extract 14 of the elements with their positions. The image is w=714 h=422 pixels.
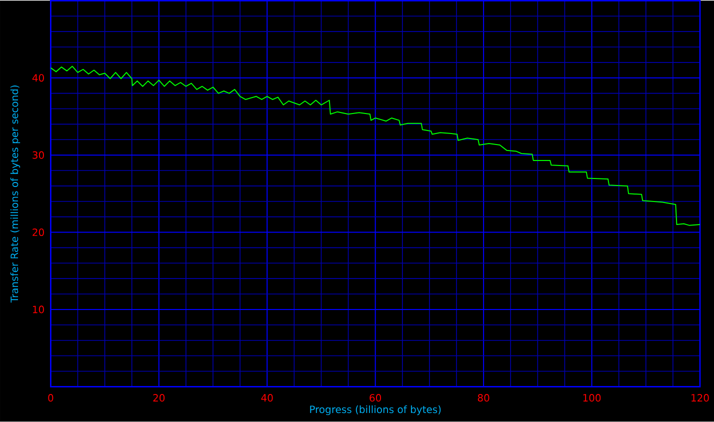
line-series (50, 66, 700, 226)
y-tick-label: 30 (32, 151, 44, 160)
x-tick-label: 0 (48, 394, 54, 402)
x-tick-label: 40 (261, 394, 273, 402)
x-axis-title: Progress (billions of bytes) (310, 406, 441, 416)
y-tick-label: 40 (32, 74, 44, 82)
x-tick-label: 60 (370, 394, 382, 402)
y-axis-title: Transfer Rate (millions of bytes per second) (10, 86, 20, 303)
y-tick-label: 10 (33, 306, 44, 314)
x-tick-label: 20 (153, 394, 165, 402)
y-tick-label: 20 (32, 228, 44, 236)
x-tick-label: 80 (478, 394, 490, 402)
x-tick-label: 120 (692, 394, 709, 402)
x-tick-label: 100 (583, 394, 601, 402)
